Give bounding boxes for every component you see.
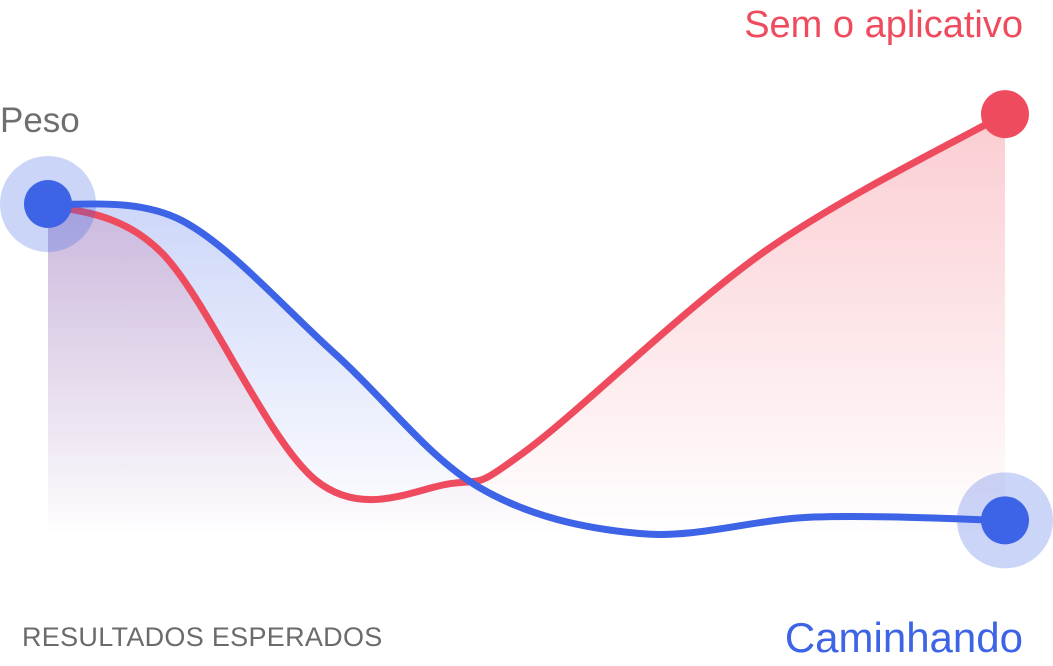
series-label-caminhando: Caminhando — [784, 614, 1023, 661]
start-point-marker-dot — [24, 180, 72, 228]
end-point-sem-aplicativo-dot — [981, 90, 1029, 139]
area-sem-aplicativo — [48, 114, 1005, 537]
end-point-sem-aplicativo — [981, 90, 1029, 139]
chart-caption: RESULTADOS ESPERADOS — [22, 622, 383, 652]
y-axis-label: Peso — [0, 101, 80, 140]
end-point-caminhando — [957, 472, 1053, 569]
start-point-marker — [0, 156, 96, 252]
series-line-caminhando — [44, 200, 1009, 538]
series-line-sem-aplicativo — [44, 110, 1009, 504]
series-label-sem-aplicativo: Sem o aplicativo — [744, 4, 1023, 46]
end-point-caminhando-dot — [981, 496, 1029, 545]
